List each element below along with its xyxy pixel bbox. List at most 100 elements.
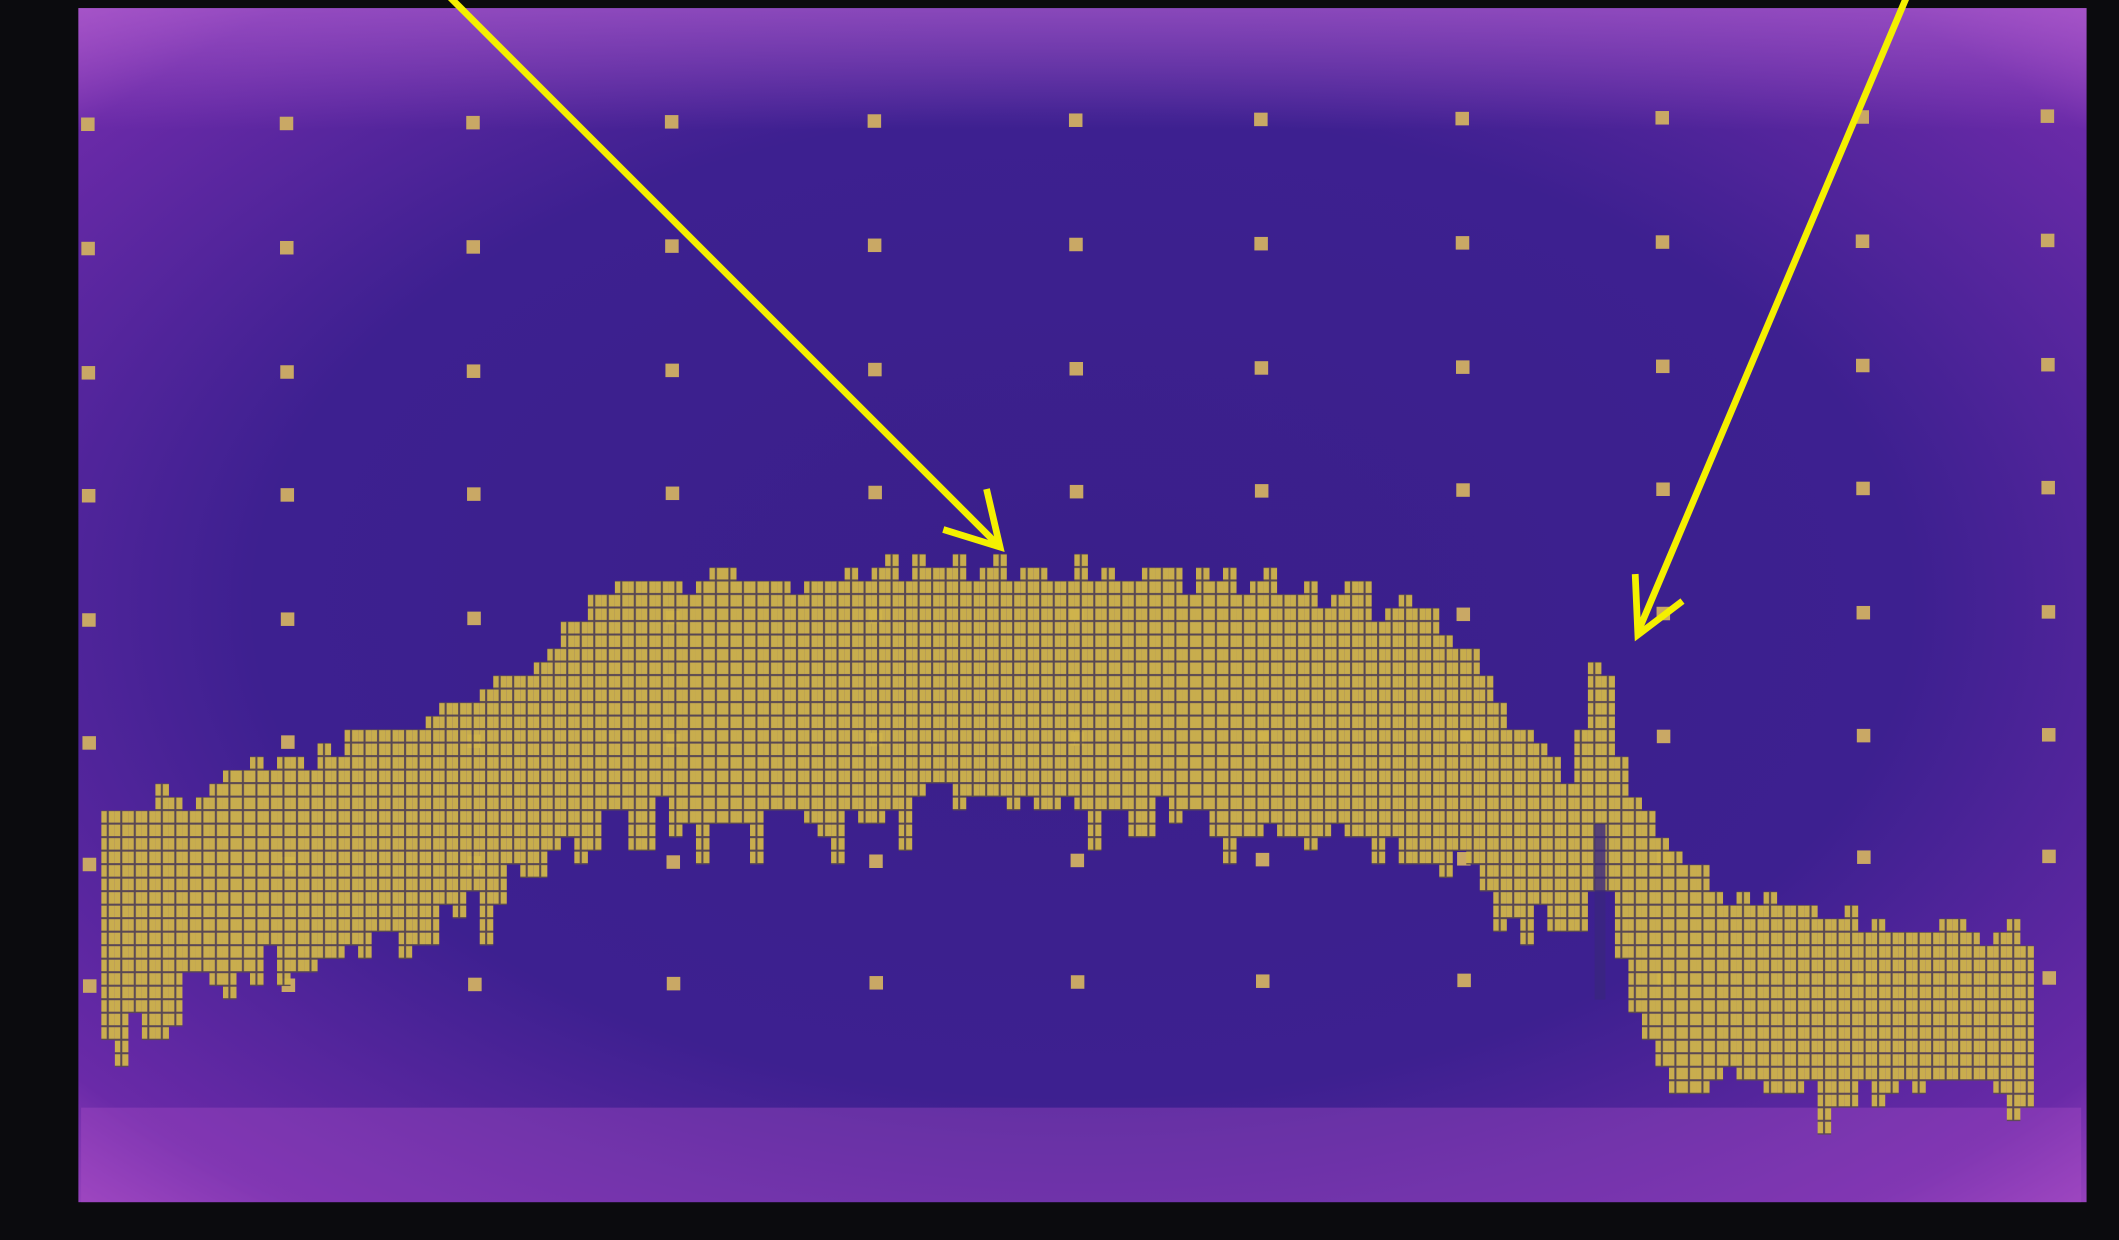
graticule-dot (467, 611, 481, 626)
trace-column (668, 580, 683, 838)
graticule-dot (467, 487, 481, 501)
trace-column (425, 715, 440, 946)
trace-column (966, 580, 980, 797)
trace-column (506, 675, 521, 865)
graticule-dot (280, 365, 294, 379)
trace-column (979, 567, 994, 797)
graticule-dot (666, 976, 681, 991)
trace-column (1804, 905, 1818, 1081)
graticule-dot (81, 488, 96, 503)
graticule-dot (280, 488, 295, 502)
trace-column (1223, 567, 1237, 865)
trace-column (1358, 580, 1372, 838)
trace-column (858, 580, 872, 824)
trace-column (1696, 864, 1710, 1095)
graticule-dot (81, 366, 96, 380)
trace-column (1466, 648, 1480, 865)
trace-column (1114, 580, 1129, 811)
trace-column (750, 580, 764, 865)
graticule-dot (868, 362, 882, 377)
trace-column (141, 810, 156, 1041)
trace-column (871, 567, 886, 824)
graticule-dot (81, 241, 95, 256)
trace-column (1209, 580, 1224, 838)
trace-column (723, 567, 737, 824)
trace-column (1101, 567, 1115, 811)
trace-column (1331, 594, 1345, 824)
trace-column (168, 796, 183, 1027)
trace-column (1263, 567, 1278, 824)
graticule-dot (468, 977, 482, 992)
graticule-dot (665, 363, 679, 378)
trace-column (1939, 918, 1953, 1081)
trace-column (1236, 594, 1251, 838)
graticule-dot (1068, 113, 1083, 127)
graticule-dot (2042, 971, 2057, 985)
trace-column (817, 580, 832, 838)
trace-column (1871, 918, 1886, 1108)
trace-column (1668, 850, 1683, 1095)
trace-column (952, 553, 967, 811)
trace-column (114, 810, 129, 1068)
trace-column (182, 810, 196, 973)
arrow-head (1631, 573, 1685, 642)
trace-column (290, 756, 305, 973)
trace-column (1817, 918, 1832, 1135)
trace-column (641, 580, 656, 851)
trace-column (1925, 932, 1940, 1081)
trace-column (1898, 932, 1913, 1081)
graticule-dot (82, 736, 96, 750)
trace-column (1128, 580, 1142, 838)
trace-column (1304, 580, 1318, 851)
graticule-dot (867, 114, 882, 128)
trace-column (1750, 905, 1764, 1081)
graticule-dot (1456, 607, 1471, 622)
graticule-dot (1456, 483, 1470, 497)
arrow-head (942, 488, 1005, 553)
graticule-dot (280, 240, 294, 255)
graticule-dot (1255, 974, 1270, 988)
trace-column (574, 621, 588, 865)
graticule-dot (868, 485, 882, 500)
trace-column (601, 594, 615, 811)
trace-column (1087, 580, 1102, 851)
graticule-dot (665, 239, 679, 253)
graticule-dot (466, 364, 481, 378)
graticule-dot (1656, 359, 1670, 374)
graticule-dot (1656, 729, 1671, 744)
trace-column (1155, 567, 1169, 797)
trace-column (1709, 891, 1724, 1081)
graticule-dot (2041, 605, 2056, 619)
trace-column (1439, 634, 1453, 878)
trace-column (331, 756, 345, 960)
trace-column (560, 621, 575, 838)
trace-column (898, 580, 913, 851)
trace-column (1317, 607, 1332, 838)
trace-column (1506, 729, 1521, 919)
trace-column (317, 742, 332, 960)
graticule-dot (280, 612, 295, 626)
trace-column (1385, 607, 1399, 838)
trace-column (195, 796, 210, 973)
trace-column (1560, 783, 1575, 933)
trace-column (1020, 567, 1034, 797)
trace-column (1398, 594, 1413, 865)
trace-column (1790, 905, 1805, 1095)
graticule-dot (664, 115, 679, 129)
graticule-dot (82, 857, 97, 872)
trace-column (1952, 918, 1967, 1081)
trace-column (236, 769, 251, 973)
trace-column (344, 729, 359, 946)
trace-column (1479, 675, 1494, 892)
graticule-dot (1070, 975, 1085, 989)
trace-column (1074, 553, 1088, 811)
graticule-dot (1856, 605, 1871, 620)
trace-column (1831, 918, 1845, 1108)
trace-column (547, 648, 561, 851)
graticule-dot (867, 238, 882, 253)
trace-column (1425, 607, 1440, 865)
trace-column (1047, 580, 1061, 811)
trace-column (398, 729, 413, 960)
graticule-dot (1455, 111, 1469, 126)
